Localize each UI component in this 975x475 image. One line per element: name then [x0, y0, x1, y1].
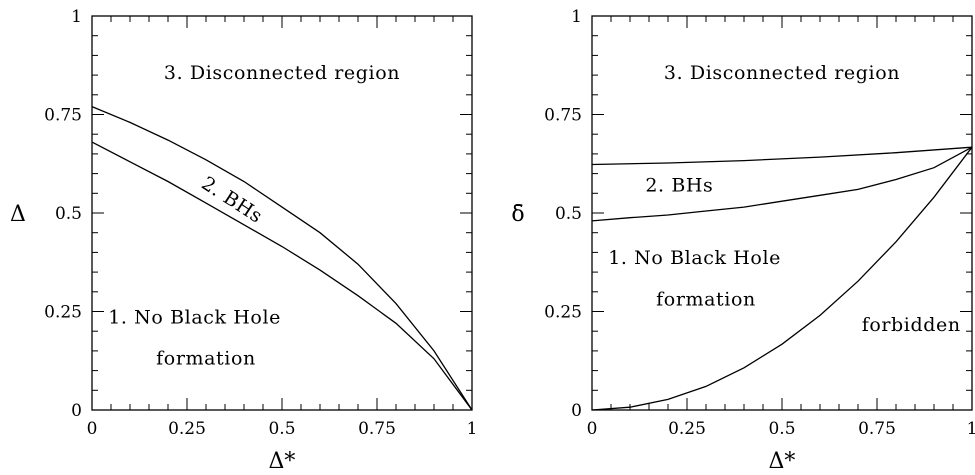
x-tick-label: 0.25	[168, 419, 206, 439]
region-label: formation	[656, 289, 756, 311]
y-tick-label: 1	[71, 7, 82, 27]
y-tick-label: 0.75	[544, 106, 582, 126]
boundary-curve-2	[591, 146, 973, 222]
x-tick-label: 0.5	[768, 419, 795, 439]
boundary-curve-3	[591, 146, 973, 411]
region-label: formation	[156, 348, 256, 370]
boundary-curve-1	[591, 146, 973, 166]
y-tick-label: 0.5	[55, 204, 82, 224]
region-label: 1. No Black Hole	[608, 247, 781, 269]
boundary-curve-1	[91, 105, 473, 411]
region-label: forbidden	[862, 314, 961, 336]
left-panel: 0 0.25 0.5 0.75 1 0 0.25 0.5 0.75 1 Δ* Δ 3. Disconne…	[10, 7, 477, 474]
x-tick-label: 0.75	[358, 419, 396, 439]
y-tick-label: 1	[571, 7, 582, 27]
y-tick-label: 0	[571, 401, 582, 421]
y-tick-label: 0.5	[555, 204, 582, 224]
x-tick-label: 0.75	[858, 419, 896, 439]
x-axis-title: Δ*	[269, 449, 296, 474]
boundary-curve-2	[91, 141, 473, 411]
x-tick-label: 1	[967, 419, 975, 439]
x-axis-title: Δ*	[769, 449, 796, 474]
region-label: 3. Disconnected region	[664, 62, 900, 84]
x-tick-label: 0.25	[668, 419, 706, 439]
x-tick-label: 0	[587, 419, 598, 439]
region-label: 1. No Black Hole	[108, 306, 281, 328]
y-tick-label: 0.25	[44, 303, 82, 323]
x-tick-label: 0	[87, 419, 98, 439]
y-axis-title: Δ	[10, 202, 26, 227]
region-label: 2. BHs	[198, 172, 267, 228]
y-tick-label: 0	[71, 401, 82, 421]
right-panel: 0 0.25 0.5 0.75 1 0 0.25 0.5 0.75 1 Δ* δ̄ 3. Disconn…	[511, 7, 975, 474]
y-axis-title: δ̄	[511, 202, 524, 227]
region-label: 2. BHs	[645, 174, 713, 196]
y-tick-label: 0.75	[44, 106, 82, 126]
region-label: 3. Disconnected region	[164, 62, 400, 84]
x-tick-label: 0.5	[268, 419, 295, 439]
y-tick-label: 0.25	[544, 303, 582, 323]
x-tick-label: 1	[467, 419, 478, 439]
